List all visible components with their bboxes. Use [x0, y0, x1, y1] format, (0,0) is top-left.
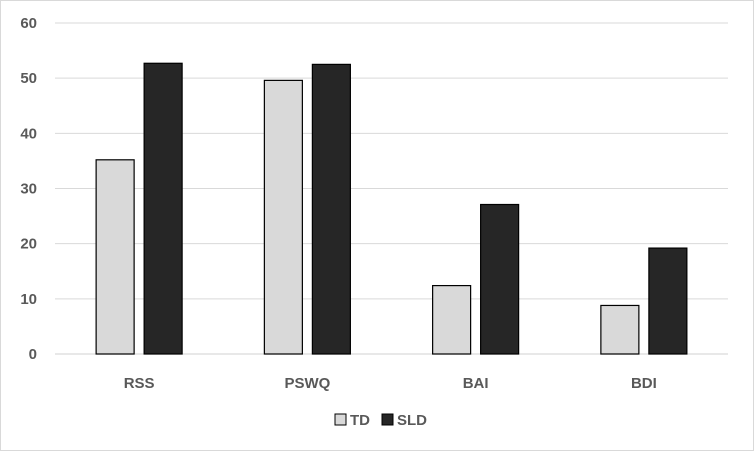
bar-td-bdi: [600, 304, 640, 355]
bar-sld-rss: [143, 62, 183, 355]
x-axis-ticks: RSS PSWQ BAI BDI: [124, 375, 657, 392]
y-tick-label: 20: [20, 236, 37, 253]
legend-label-sld: SLD: [397, 412, 427, 429]
x-tick-label: BAI: [463, 375, 489, 392]
y-tick-label: 40: [20, 125, 37, 142]
bar-td-rss: [95, 159, 135, 355]
bar-sld-bdi: [648, 247, 688, 355]
legend-label-td: TD: [350, 412, 370, 429]
x-tick-label: BDI: [631, 375, 657, 392]
legend-swatch-sld: [381, 413, 394, 426]
y-tick-label: 30: [20, 181, 37, 198]
y-tick-label: 0: [29, 346, 37, 363]
bar-td-bai: [432, 284, 472, 355]
bar-td-pswq: [263, 79, 303, 355]
y-axis-ticks: 0 10 20 30 40 50 60: [20, 15, 37, 363]
x-tick-label: RSS: [124, 375, 155, 392]
y-tick-label: 50: [20, 70, 37, 87]
legend: TD SLD: [334, 412, 427, 429]
bar-sld-bai: [480, 203, 520, 355]
y-tick-label: 10: [20, 291, 37, 308]
bar-sld-pswq: [311, 63, 351, 355]
legend-swatch-td: [334, 413, 347, 426]
y-tick-label: 60: [20, 15, 37, 32]
bars: [95, 62, 688, 355]
x-tick-label: PSWQ: [284, 375, 330, 392]
